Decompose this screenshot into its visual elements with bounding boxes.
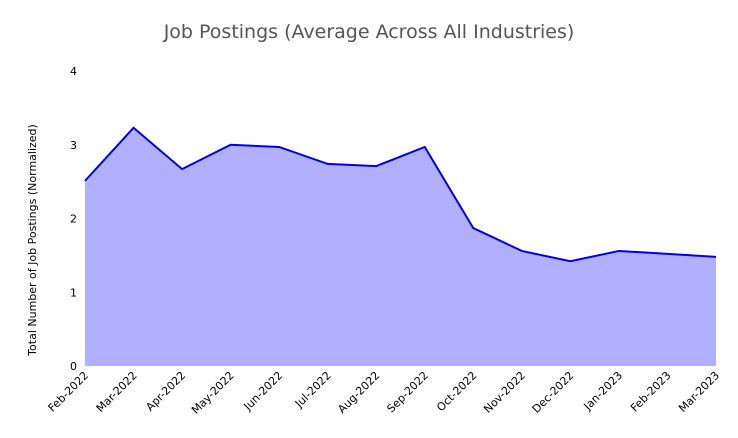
x-tick-label: Dec-2022 (530, 369, 577, 416)
y-tick-label: 2 (70, 213, 77, 226)
x-tick-label: Jan-2023 (581, 369, 625, 413)
x-tick-label: Aug-2022 (335, 369, 382, 416)
y-axis-label: Total Number of Job Postings (Normalized… (26, 124, 39, 357)
x-tick-label: Jun-2022 (241, 369, 286, 414)
y-tick-label: 4 (70, 65, 77, 78)
x-tick-label: Mar-2022 (94, 369, 140, 415)
area-line (84, 126, 717, 263)
x-tick-label: Apr-2022 (143, 369, 188, 414)
x-tick-label: Mar-2023 (676, 369, 722, 415)
x-tick-label: Feb-2022 (46, 369, 92, 415)
area-fill (85, 127, 716, 366)
y-tick-label: 3 (70, 139, 77, 152)
x-tick-label: Feb-2023 (628, 369, 674, 415)
x-tick-label: Sep-2022 (384, 369, 430, 415)
y-tick-label: 1 (70, 286, 77, 299)
chart-title: Job Postings (Average Across All Industr… (163, 21, 575, 43)
x-tick-label: May-2022 (189, 369, 237, 417)
x-tick-label: Jul-2022 (292, 369, 334, 411)
x-tick-label: Oct-2022 (434, 369, 479, 414)
x-tick-label: Nov-2022 (481, 369, 528, 416)
y-tick-label: 0 (70, 360, 77, 373)
